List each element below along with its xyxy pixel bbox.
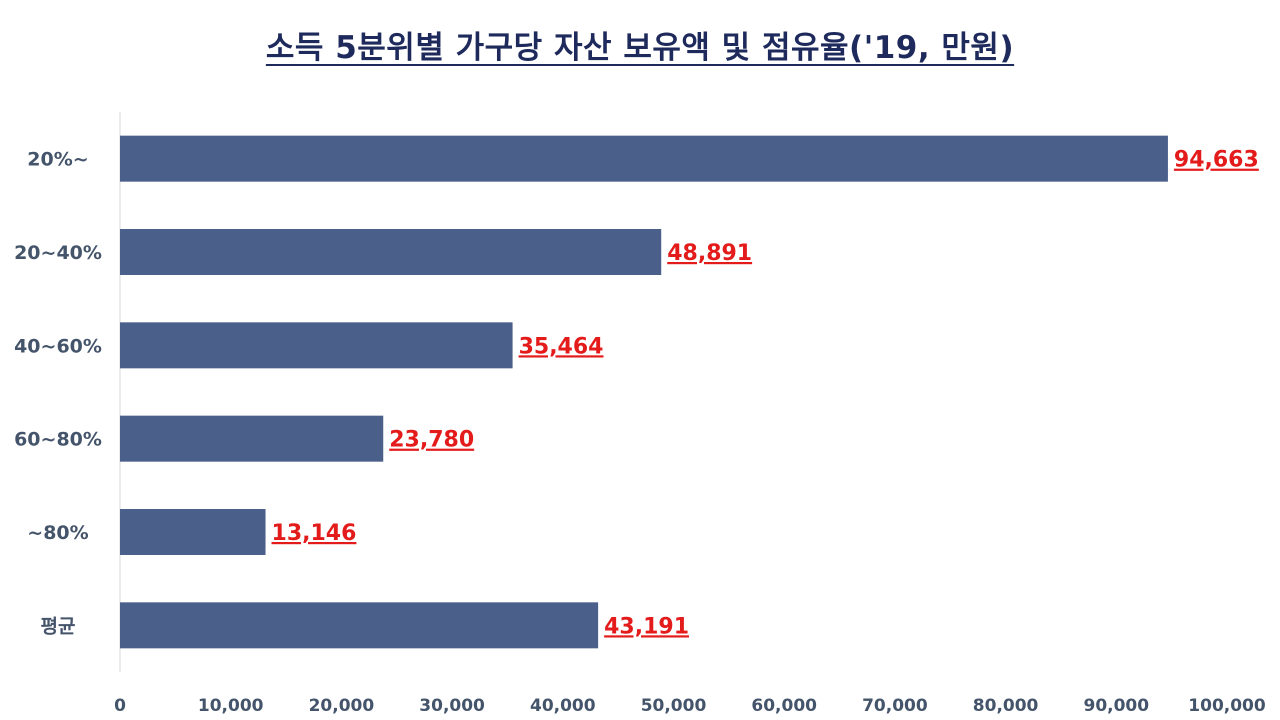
category-labels: 20%~ 20~40% 40~60% 60~80% ~80% 평균 <box>14 149 102 638</box>
data-label: 43,191 <box>604 614 689 639</box>
x-tick-label: 10,000 <box>198 696 264 716</box>
data-label: 23,780 <box>389 428 474 453</box>
bar-0 <box>120 135 1168 182</box>
x-tick-label: 70,000 <box>862 696 928 716</box>
data-label: 35,464 <box>519 334 604 359</box>
data-label: 48,891 <box>667 241 752 266</box>
category-label: 20~40% <box>14 242 102 264</box>
bar-1 <box>120 229 662 275</box>
x-tick-label: 90,000 <box>1083 696 1149 716</box>
x-tick-label: 80,000 <box>973 696 1039 716</box>
x-tick-label: 60,000 <box>751 696 817 716</box>
category-label: 60~80% <box>14 429 102 451</box>
x-axis-tick-labels: 0 10,000 20,000 30,000 40,000 50,000 60,000 70,… <box>114 696 1266 716</box>
x-tick-label: 20,000 <box>309 696 375 716</box>
x-tick-label: 100,000 <box>1188 696 1266 716</box>
bar-3 <box>120 415 384 462</box>
x-tick-label: 0 <box>114 696 126 716</box>
bars-layer <box>120 135 1168 649</box>
category-label: 평균 <box>41 615 76 637</box>
data-label: 94,663 <box>1174 148 1259 173</box>
category-label: 20%~ <box>27 149 88 171</box>
x-tick-label: 30,000 <box>419 696 485 716</box>
data-label: 13,146 <box>272 521 357 546</box>
x-tick-label: 40,000 <box>530 696 596 716</box>
category-label: 40~60% <box>14 335 102 357</box>
bar-5 <box>120 602 599 649</box>
category-label: ~80% <box>27 522 88 544</box>
x-tick-label: 50,000 <box>641 696 707 716</box>
chart-title: 소득 5분위별 가구당 자산 보유액 및 점유율('19, 만원) <box>265 30 1015 66</box>
bar-2 <box>120 322 513 369</box>
value-labels: 94,663 48,891 35,464 23,780 13,146 43,191 <box>272 148 1259 640</box>
bar-4 <box>120 509 266 555</box>
